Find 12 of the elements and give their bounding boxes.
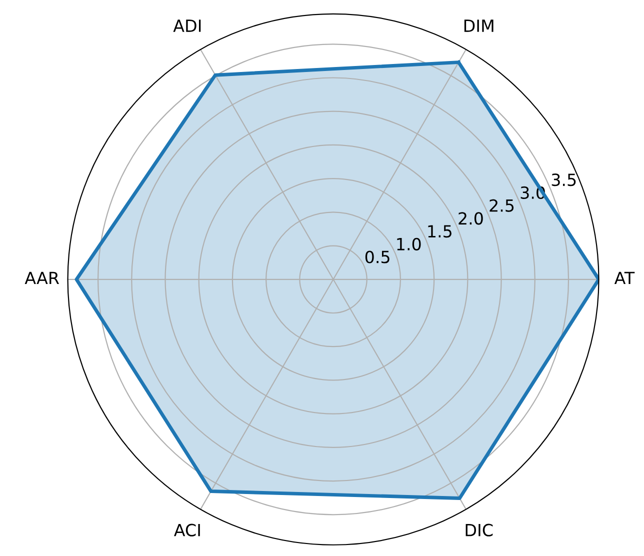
y-tick-label: 2.5 (490, 199, 514, 212)
y-tick-label: 3.5 (552, 174, 576, 186)
y-tick-label: 1.0 (397, 238, 421, 250)
spoke-label: ADI (173, 20, 201, 32)
y-tick-label: 0.5 (365, 250, 390, 264)
y-tick-label: 1.5 (428, 225, 452, 238)
y-tick-label: 2.0 (458, 212, 483, 225)
spoke-label: ACI (174, 524, 200, 536)
spoke-label: AT (614, 272, 635, 284)
spoke-label: DIC (466, 524, 493, 536)
spoke-label: AAR (24, 272, 60, 284)
spoke-label: DIM (464, 20, 494, 32)
